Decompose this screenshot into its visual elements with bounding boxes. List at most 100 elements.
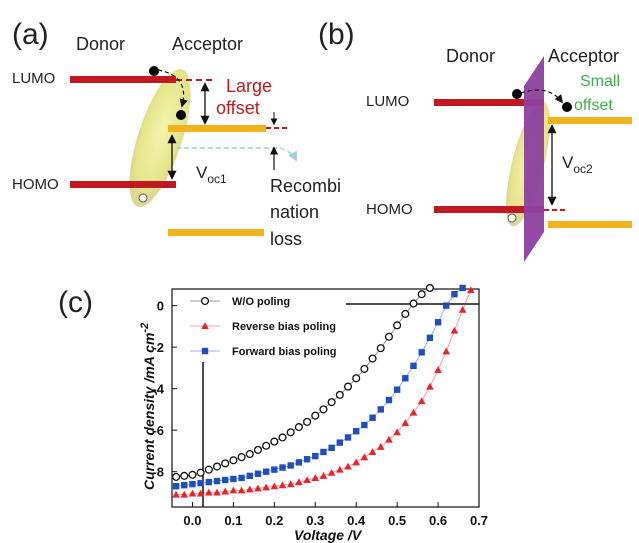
data-point (344, 462, 352, 470)
x-tick-label: 0.1 (224, 513, 242, 528)
data-point (401, 309, 410, 318)
data-point (320, 448, 327, 456)
panel-a-tag: (a) (12, 18, 49, 51)
legend-label: Forward bias poling (232, 346, 337, 358)
panel-b-electron-2 (562, 102, 572, 112)
x-tick-label: 0.2 (265, 513, 283, 528)
data-point (360, 364, 369, 373)
data-point (328, 444, 335, 452)
data-point (221, 459, 230, 468)
x-tick-label: 0.0 (183, 513, 201, 528)
panel-a-donor-lumo (70, 76, 176, 83)
data-point (425, 283, 434, 293)
data-point (327, 468, 336, 476)
data-point (434, 366, 442, 374)
data-point (319, 405, 328, 414)
data-point (172, 490, 180, 498)
panel-a-voc-main: V (196, 163, 208, 182)
data-point (393, 428, 401, 436)
data-point (335, 390, 344, 399)
data-point (294, 423, 303, 432)
panel-b-voc-main: V (562, 153, 574, 172)
data-point (426, 334, 434, 341)
data-point (376, 442, 385, 450)
data-point (237, 453, 246, 462)
panel-a-donor-label: Donor (76, 34, 125, 54)
data-point (385, 435, 393, 443)
panel-a-offset-line1: Large (226, 76, 272, 96)
data-point (180, 471, 189, 480)
x-axis-title: Voltage /V (294, 527, 363, 543)
panel-a-recomb-line1: Recombi (270, 176, 341, 196)
panel-b-donor-lumo (434, 99, 544, 106)
data-point (319, 472, 328, 479)
x-ticks: 0.0 0.1 0.2 0.3 0.4 0.5 0.6 0.7 (183, 502, 488, 528)
data-point (417, 290, 426, 299)
panel-a-recomb-path (176, 147, 297, 162)
data-point (237, 486, 246, 494)
data-point (188, 489, 197, 497)
data-point (245, 450, 254, 459)
data-point (327, 398, 336, 407)
data-point (229, 456, 238, 465)
data-point (221, 487, 230, 495)
data-point (417, 397, 426, 405)
y-ticks: 0 -2 -4 -6 -8 (152, 299, 177, 480)
data-point (311, 411, 320, 420)
data-point (343, 382, 353, 391)
data-point (295, 478, 303, 486)
panel-b-homo-label: HOMO (366, 201, 413, 218)
panel-a-hole (138, 193, 148, 203)
data-point (409, 299, 418, 308)
data-point (426, 382, 434, 390)
panel-a-acceptor-homo (168, 229, 264, 236)
panel-a: (a) Donor Acceptor LUMO HOMO Large offse… (12, 18, 341, 249)
series-line-0 (176, 287, 431, 478)
series-layer (172, 283, 475, 498)
legend-label: W/O poling (232, 296, 290, 308)
y-axis-title-main: Current density /mA cm (141, 333, 157, 490)
panel-a-voc-sub: oc1 (207, 172, 227, 186)
panel-c-tag: (c) (58, 286, 93, 319)
panel-b-donor-homo (434, 206, 544, 213)
data-point (205, 488, 213, 496)
data-point (212, 462, 222, 471)
panel-b-hole (507, 213, 517, 223)
data-point (368, 448, 377, 456)
x-tick-label: 0.5 (388, 513, 406, 528)
panel-b-donor-label: Donor (446, 46, 495, 66)
data-point (197, 479, 204, 487)
data-point (253, 445, 263, 454)
data-point (270, 437, 279, 446)
y-tick-label: 0 (157, 299, 164, 314)
data-point (352, 374, 361, 383)
data-point (352, 458, 360, 466)
data-point (360, 453, 369, 461)
panel-a-exciton (129, 69, 191, 207)
panel-b-transfer-arrow (520, 89, 564, 104)
panel-c: (c) 0.0 0.1 0.2 0.3 0.4 0.5 0.6 0.7 0 -2 -4 -6 -8 W… (58, 283, 488, 543)
data-point (442, 347, 451, 355)
panel-b-offset-line2: offset (574, 97, 613, 114)
data-point (450, 326, 459, 334)
data-point (262, 483, 270, 491)
data-point (401, 419, 410, 426)
panel-a-voc-label: Voc1 (196, 163, 227, 186)
panel-a-recomb-line3: loss (270, 229, 302, 249)
data-point (229, 486, 238, 494)
data-point (204, 465, 213, 474)
panel-b-dipole-layer (524, 56, 544, 262)
panel-a-offset-line2: offset (216, 98, 260, 118)
y-tick-label: -2 (152, 340, 164, 355)
data-point (238, 474, 245, 482)
data-point (278, 433, 287, 442)
data-point (368, 354, 377, 363)
data-point (262, 468, 270, 475)
data-point (262, 441, 271, 450)
data-point (384, 332, 393, 341)
panel-a-lumo-label: LUMO (12, 70, 55, 87)
panel-a-recomb-line2: nation (270, 202, 319, 222)
data-point (459, 284, 466, 292)
panel-b-offset-line1: Small (580, 73, 620, 90)
